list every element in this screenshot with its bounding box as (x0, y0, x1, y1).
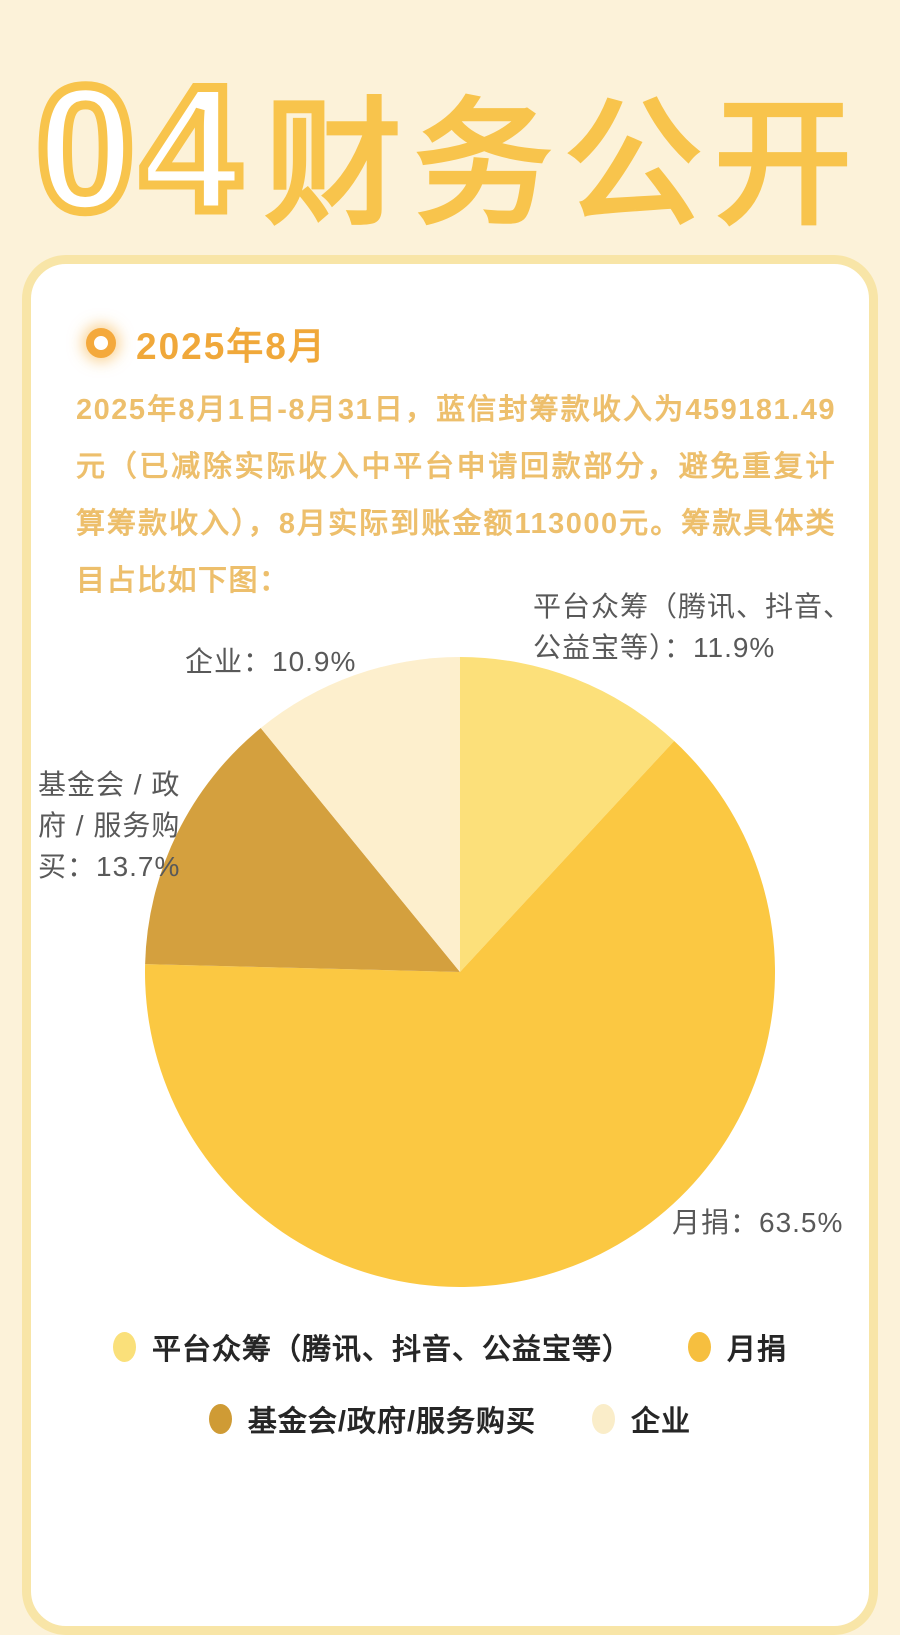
title-text: 财务公开 (263, 88, 864, 243)
content-card: 2025年8月 2025年8月1日-8月31日，蓝信封筹款收入为459181.4… (22, 255, 878, 1635)
legend-marker-monthly-icon (688, 1332, 711, 1362)
legend-row-1: 平台众筹（腾讯、抖音、公益宝等） 月捐 (112, 1326, 787, 1368)
section-heading: 2025年8月 (86, 316, 327, 370)
legend-item-enterprise: 企业 (592, 1398, 691, 1440)
legend-label-foundation: 基金会/政府/服务购买 (247, 1406, 537, 1438)
section-heading-label: 2025年8月 (136, 326, 327, 367)
legend-row-2: 基金会/政府/服务购买 企业 (208, 1398, 691, 1440)
pie-slice-3 (260, 657, 460, 972)
slice-label-foundation: 基金会 / 政 府 / 服务购 买：13.7% (38, 769, 181, 882)
title-number: 04 (31, 49, 246, 248)
legend-item-platform: 平台众筹（腾讯、抖音、公益宝等） (112, 1326, 632, 1368)
slice-label-platform: 平台众筹（腾讯、抖音、 公益宝等）：11.9% (533, 591, 853, 663)
legend-marker-foundation-icon (208, 1404, 232, 1434)
slice-label-monthly: 月捐：63.5% (672, 1207, 844, 1238)
legend-item-monthly: 月捐 (688, 1326, 787, 1368)
summary-paragraph: 2025年8月1日-8月31日，蓝信封筹款收入为459181.49元（已减除实际… (76, 394, 836, 597)
glow-ring-icon (86, 328, 116, 358)
legend-marker-enterprise-icon (592, 1404, 616, 1434)
chart-legend: 平台众筹（腾讯、抖音、公益宝等） 月捐 基金会/政府/服务购买 企业 (31, 1326, 869, 1440)
pie-chart (145, 657, 775, 1287)
legend-label-enterprise: 企业 (631, 1406, 692, 1438)
slice-label-enterprise: 企业：10.9% (185, 646, 357, 677)
legend-item-foundation: 基金会/政府/服务购买 (208, 1398, 537, 1440)
page-title: 04 财务公开 (0, 18, 900, 248)
legend-label-monthly: 月捐 (727, 1334, 788, 1366)
legend-marker-platform-icon (112, 1332, 136, 1362)
pie-slice-0 (460, 657, 675, 972)
legend-label-platform: 平台众筹（腾讯、抖音、公益宝等） (151, 1334, 632, 1366)
pie-slice-1 (145, 741, 775, 1287)
infographic-page: { "page": { "background": "#FCF2D9", "ca… (0, 18, 900, 1635)
pie-slice-2 (145, 728, 460, 972)
